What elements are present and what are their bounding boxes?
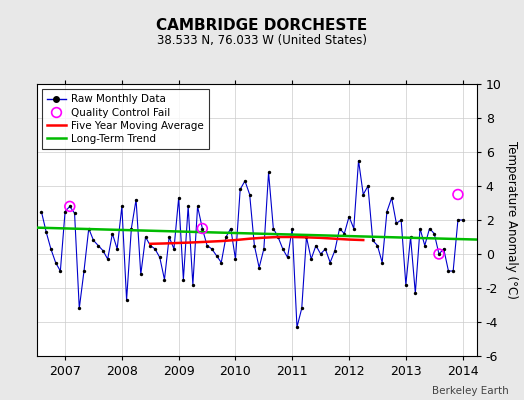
Point: [283, 254, 292, 261]
Point: [212, 252, 221, 259]
Point: [245, 191, 254, 198]
Text: 38.533 N, 76.033 W (United States): 38.533 N, 76.033 W (United States): [157, 34, 367, 47]
Point: [312, 242, 320, 249]
Point: [458, 217, 467, 223]
Point: [231, 256, 239, 262]
Point: [255, 264, 264, 271]
Point: [350, 225, 358, 232]
Point: [444, 268, 453, 274]
Text: Berkeley Earth: Berkeley Earth: [432, 386, 508, 396]
Point: [174, 195, 183, 201]
Point: [75, 305, 83, 312]
Point: [260, 246, 268, 252]
Point: [170, 246, 178, 252]
Point: [402, 282, 410, 288]
Point: [293, 324, 301, 330]
Point: [326, 259, 334, 266]
Point: [103, 256, 112, 262]
Point: [66, 203, 74, 210]
Point: [368, 237, 377, 244]
Point: [354, 157, 363, 164]
Point: [416, 225, 424, 232]
Point: [430, 230, 439, 237]
Point: [302, 234, 311, 240]
Point: [118, 203, 126, 210]
Y-axis label: Temperature Anomaly (°C): Temperature Anomaly (°C): [506, 141, 518, 299]
Point: [454, 191, 462, 198]
Point: [84, 225, 93, 232]
Point: [37, 208, 46, 215]
Point: [208, 246, 216, 252]
Point: [449, 268, 457, 274]
Point: [383, 208, 391, 215]
Point: [288, 225, 297, 232]
Point: [160, 276, 169, 283]
Point: [123, 297, 131, 303]
Point: [421, 242, 429, 249]
Point: [226, 225, 235, 232]
Point: [203, 242, 211, 249]
Point: [66, 203, 74, 210]
Point: [70, 210, 79, 216]
Point: [42, 229, 50, 235]
Point: [316, 251, 325, 257]
Point: [265, 169, 273, 176]
Point: [61, 208, 69, 215]
Point: [435, 251, 443, 257]
Point: [184, 203, 192, 210]
Point: [411, 290, 420, 296]
Point: [198, 225, 206, 232]
Point: [331, 247, 339, 254]
Point: [189, 282, 197, 288]
Point: [179, 276, 188, 283]
Point: [51, 259, 60, 266]
Point: [359, 191, 367, 198]
Point: [141, 234, 150, 240]
Point: [56, 268, 64, 274]
Point: [435, 251, 443, 257]
Point: [193, 203, 202, 210]
Point: [279, 246, 287, 252]
Legend: Raw Monthly Data, Quality Control Fail, Five Year Moving Average, Long-Term Tren: Raw Monthly Data, Quality Control Fail, …: [42, 89, 209, 149]
Point: [454, 217, 462, 223]
Point: [137, 271, 145, 278]
Point: [387, 195, 396, 201]
Text: CAMBRIDGE DORCHESTE: CAMBRIDGE DORCHESTE: [156, 18, 368, 33]
Point: [132, 196, 140, 203]
Point: [298, 305, 306, 312]
Point: [392, 220, 400, 226]
Point: [146, 242, 155, 249]
Point: [99, 247, 107, 254]
Point: [222, 234, 230, 240]
Point: [269, 225, 278, 232]
Point: [345, 214, 353, 220]
Point: [89, 237, 97, 244]
Point: [198, 225, 206, 232]
Point: [364, 183, 372, 189]
Point: [321, 246, 330, 252]
Point: [127, 225, 136, 232]
Point: [113, 246, 122, 252]
Point: [425, 225, 434, 232]
Point: [307, 256, 315, 262]
Point: [241, 178, 249, 184]
Point: [378, 259, 386, 266]
Point: [236, 186, 244, 193]
Point: [156, 254, 164, 261]
Point: [250, 242, 258, 249]
Point: [440, 246, 448, 252]
Point: [397, 217, 406, 223]
Point: [151, 246, 159, 252]
Point: [47, 246, 55, 252]
Point: [340, 230, 348, 237]
Point: [274, 234, 282, 240]
Point: [165, 234, 173, 240]
Point: [335, 225, 344, 232]
Point: [80, 268, 88, 274]
Point: [407, 234, 415, 240]
Point: [108, 230, 116, 237]
Point: [94, 242, 102, 249]
Point: [217, 259, 225, 266]
Point: [373, 242, 381, 249]
